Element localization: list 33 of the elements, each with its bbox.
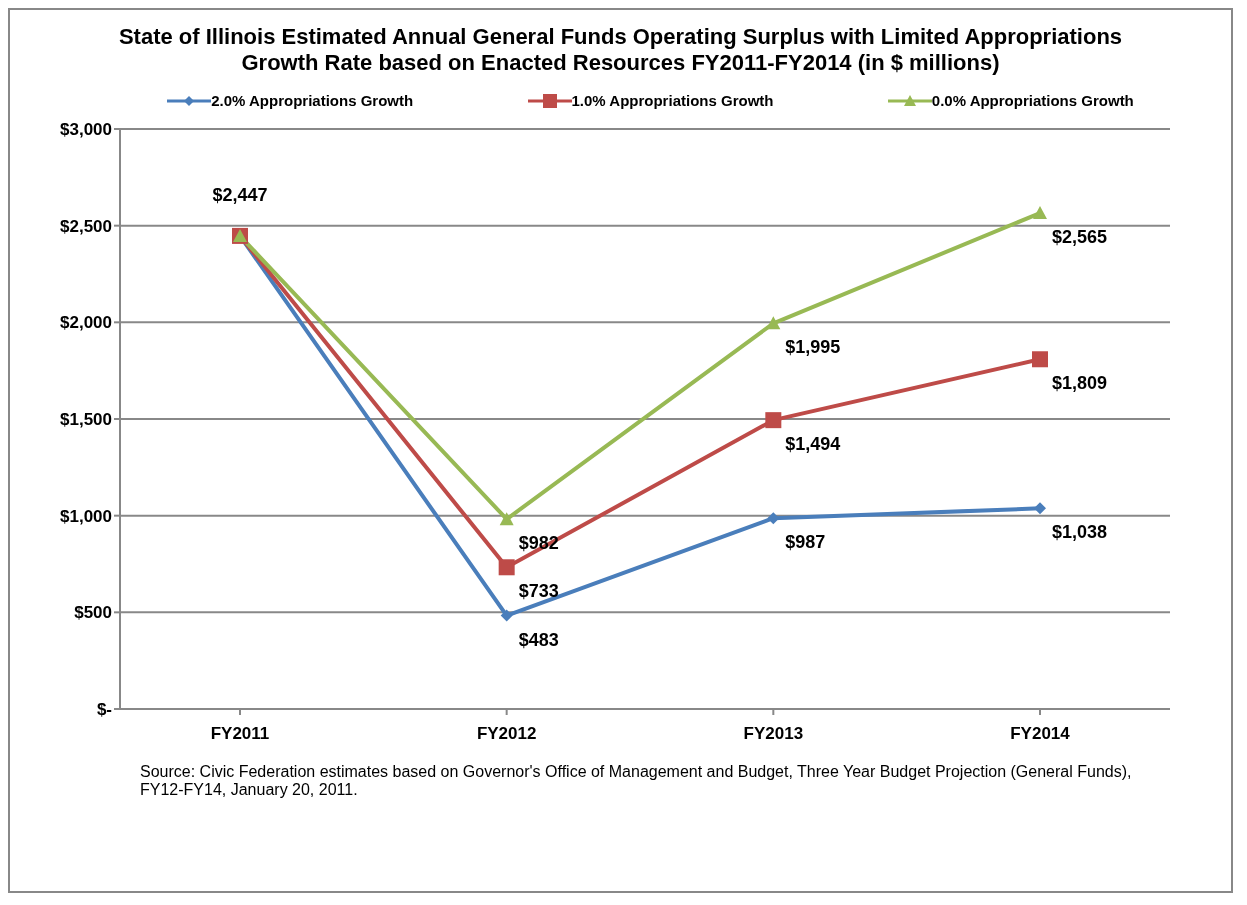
y-tick-label: $500 (74, 603, 112, 623)
point (1032, 351, 1048, 368)
legend-label: 1.0% Appropriations Growth (571, 92, 774, 109)
point (1034, 502, 1046, 515)
x-tick-label: FY2014 (1010, 724, 1071, 744)
data-label: $1,809 (1052, 373, 1108, 394)
point (500, 609, 513, 622)
chart-title: State of Illinois Estimated Annual General Funds Operating Surplus with Limited Appropriations Growth Rate based on Enacted Resources FY2011-FY2014 (in $ millions) (117, 24, 1124, 76)
source-note: Source: Civic Federation estimates based on Governor's Office of Management and Budget, Three Year Budget Projection (General Funds), FY12-FY14, January 20, 2011. (140, 763, 1133, 799)
data-label: $483 (518, 629, 559, 650)
point (765, 412, 782, 429)
y-tick-label: $2,000 (60, 313, 112, 333)
x-tick-label: FY2013 (743, 724, 804, 744)
data-label: $1,038 (1052, 522, 1108, 543)
y-tick-label: $2,500 (60, 216, 112, 236)
y-tick-label: $1,000 (60, 506, 112, 526)
point (498, 559, 515, 576)
data-label: $987 (785, 532, 826, 553)
data-label: $2,447 (212, 184, 268, 205)
data-label: $2,565 (1052, 227, 1108, 248)
y-tick-label: $1,500 (60, 410, 112, 430)
x-tick-label: FY2012 (476, 724, 537, 744)
legend-label: 0.0% Appropriations Growth (931, 92, 1134, 109)
data-label: $1,494 (785, 434, 841, 455)
point (499, 512, 514, 526)
legend-label: 2.0% Appropriations Growth (211, 92, 414, 109)
point (766, 316, 781, 330)
data-label: $733 (518, 581, 559, 602)
x-tick-label: FY2011 (210, 724, 270, 744)
y-tick-label: $3,000 (60, 120, 112, 140)
data-label: $1,995 (785, 337, 841, 358)
y-tick-label: $- (96, 700, 112, 720)
point (1033, 206, 1047, 220)
